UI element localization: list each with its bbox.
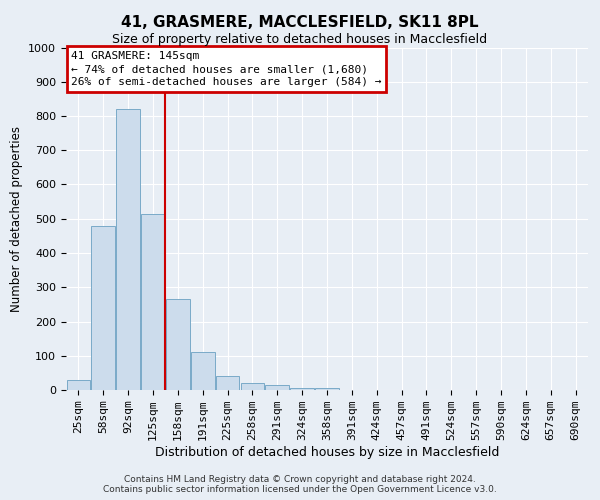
Bar xyxy=(116,109,140,390)
Bar xyxy=(241,383,264,390)
Text: 41 GRASMERE: 145sqm
← 74% of detached houses are smaller (1,680)
26% of semi-det: 41 GRASMERE: 145sqm ← 74% of detached ho… xyxy=(71,51,382,88)
X-axis label: Distribution of detached houses by size in Macclesfield: Distribution of detached houses by size … xyxy=(155,446,499,459)
Text: 41, GRASMERE, MACCLESFIELD, SK11 8PL: 41, GRASMERE, MACCLESFIELD, SK11 8PL xyxy=(121,15,479,30)
Text: Contains public sector information licensed under the Open Government Licence v3: Contains public sector information licen… xyxy=(103,485,497,494)
Bar xyxy=(67,380,90,390)
Bar xyxy=(265,385,289,390)
Bar xyxy=(315,388,339,390)
Text: Contains HM Land Registry data © Crown copyright and database right 2024.: Contains HM Land Registry data © Crown c… xyxy=(124,475,476,484)
Bar xyxy=(141,214,165,390)
Y-axis label: Number of detached properties: Number of detached properties xyxy=(10,126,23,312)
Bar xyxy=(290,388,314,390)
Bar xyxy=(91,226,115,390)
Bar xyxy=(166,299,190,390)
Bar xyxy=(191,352,215,390)
Text: Size of property relative to detached houses in Macclesfield: Size of property relative to detached ho… xyxy=(112,32,488,46)
Bar xyxy=(216,376,239,390)
